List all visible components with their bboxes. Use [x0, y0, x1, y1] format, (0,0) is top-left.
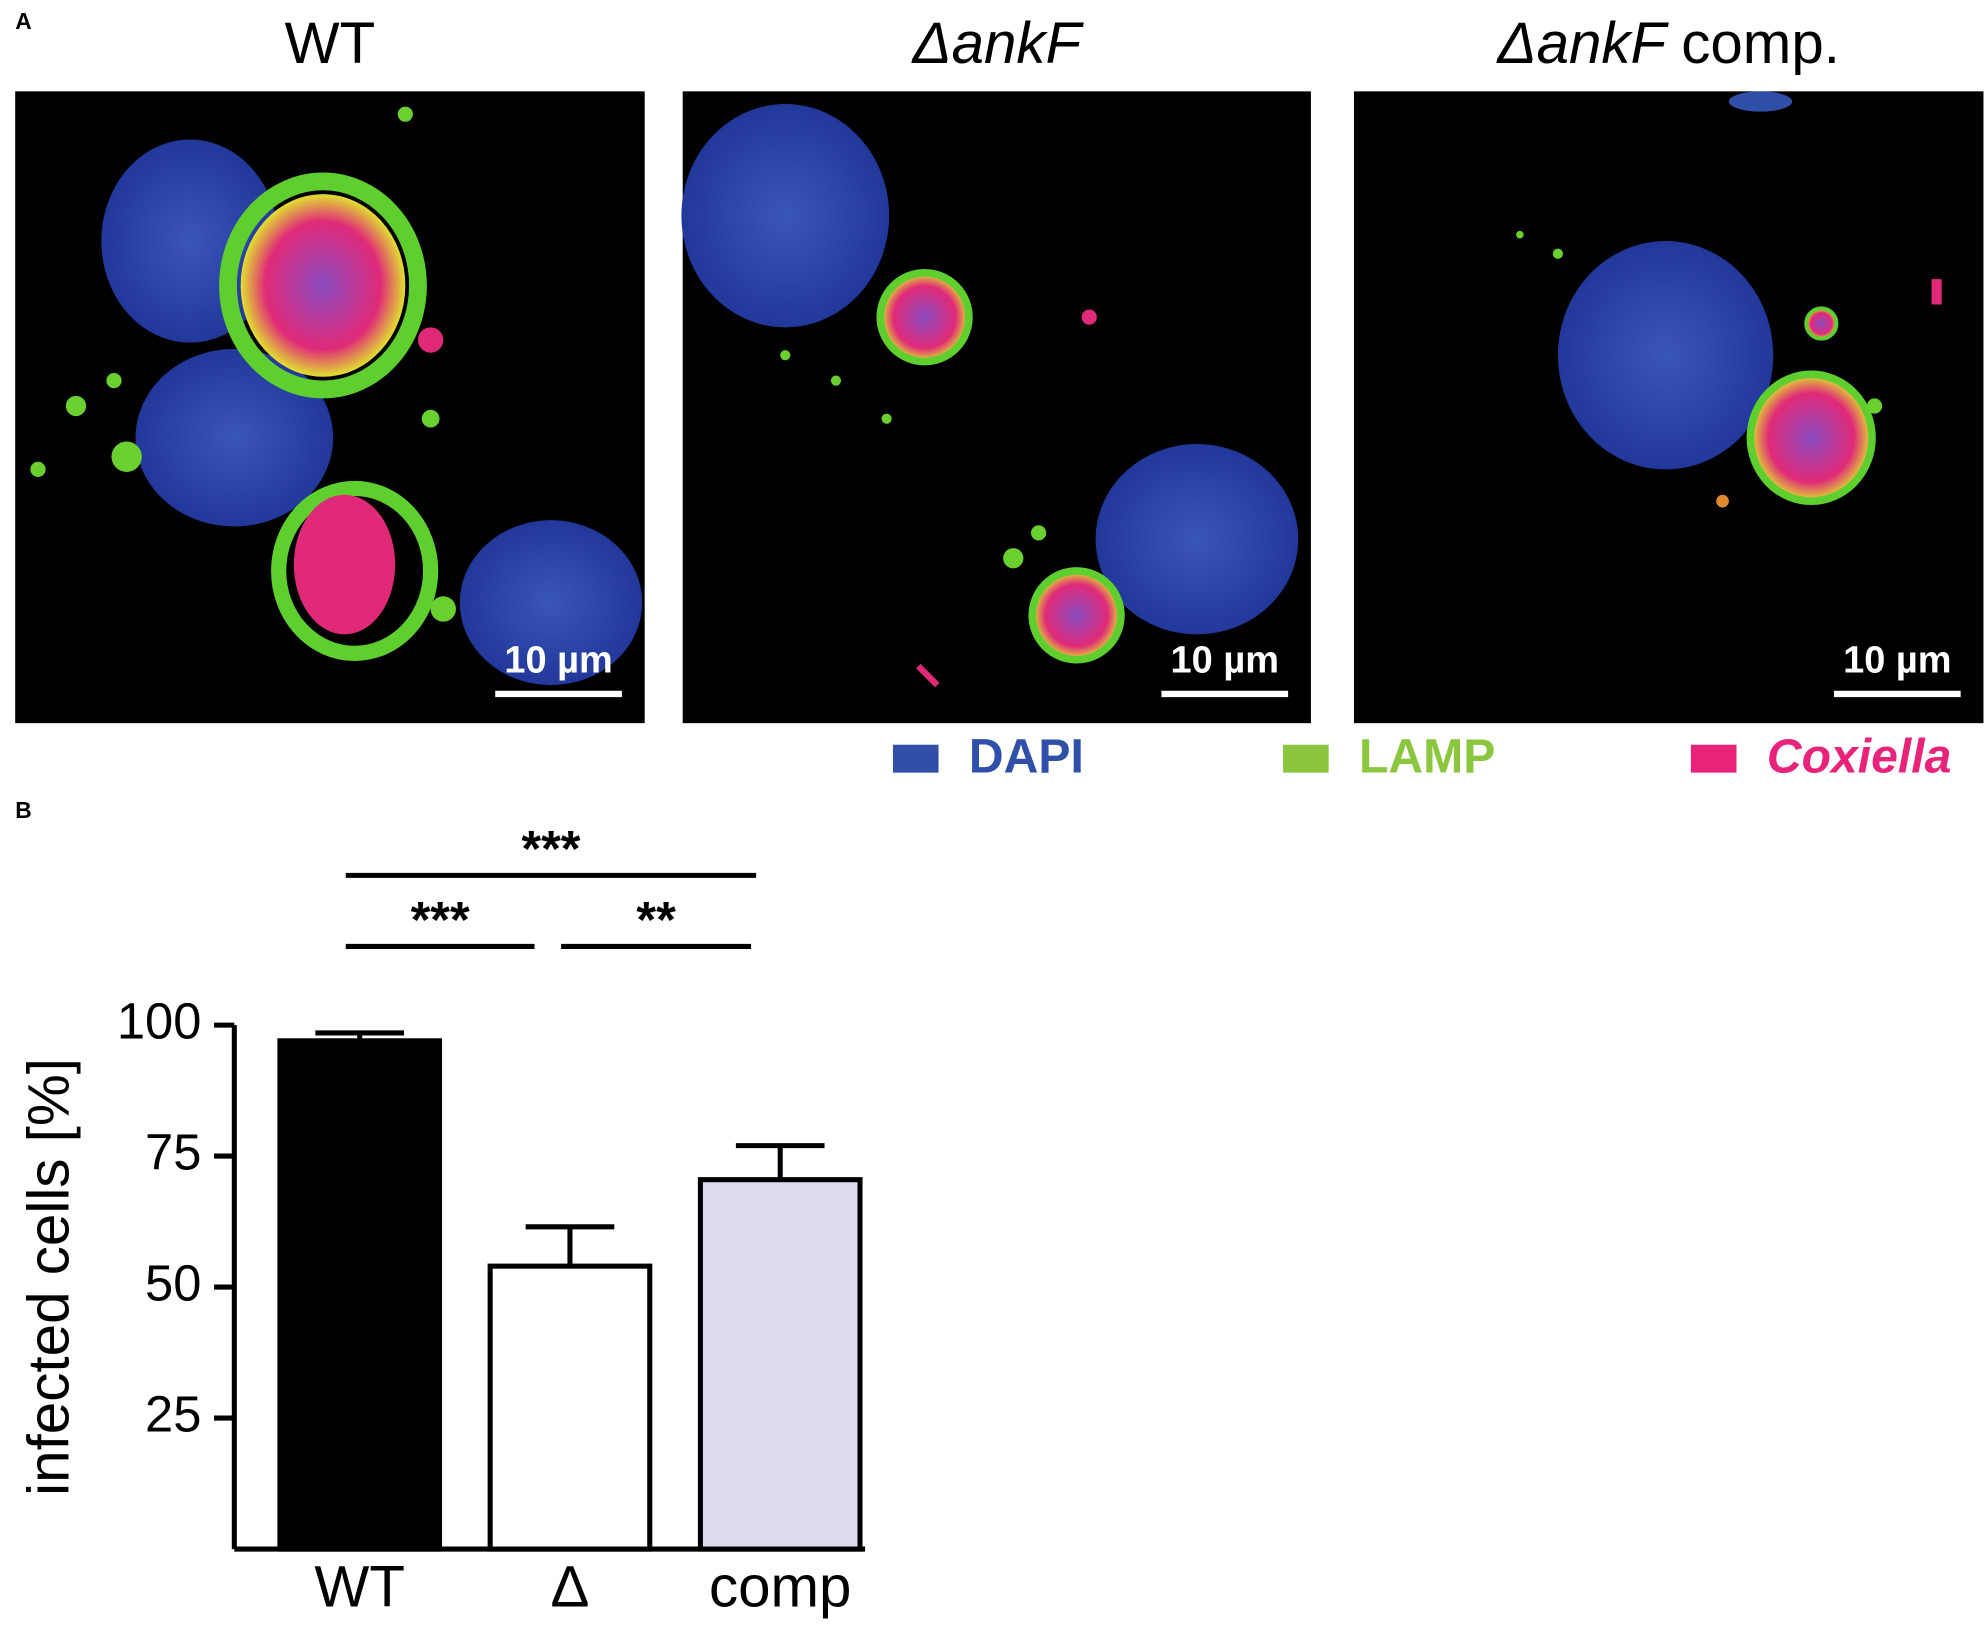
micrograph — [681, 91, 1311, 724]
y-tick-label: 100 — [117, 992, 202, 1049]
bar — [487, 1263, 653, 1552]
legend-swatch — [892, 744, 939, 773]
micrograph — [1353, 91, 1984, 724]
micrograph — [15, 91, 645, 724]
image-title: ΔankF comp. — [1496, 12, 1840, 77]
image-title-main: WT — [285, 12, 376, 77]
bar — [697, 1177, 863, 1552]
x-tick-label: comp — [709, 1554, 851, 1619]
legend-label: LAMP — [1359, 730, 1495, 784]
legend-label: Coxiella — [1767, 730, 1952, 784]
scale-bar-label: 10 µm — [1843, 639, 1951, 681]
x-tick-label: WT — [314, 1554, 405, 1619]
panel-label: A — [15, 8, 31, 34]
significance-label: *** — [521, 820, 580, 877]
bar — [277, 1038, 443, 1552]
legend-swatch — [1283, 744, 1329, 773]
image-title-main: ΔankF — [911, 12, 1085, 77]
legend-swatch — [1690, 744, 1737, 773]
image-title-suffix: comp. — [1681, 12, 1840, 77]
significance-label: ** — [636, 891, 676, 948]
image-title-main: ΔankF — [1496, 12, 1670, 77]
scale-bar-label: 10 µm — [504, 639, 612, 681]
image-title: WT — [285, 12, 376, 77]
y-tick-label: 50 — [145, 1254, 201, 1311]
y-tick-label: 25 — [145, 1385, 201, 1442]
legend-label: DAPI — [969, 730, 1084, 784]
y-axis-label: infected cells [%] — [17, 1058, 82, 1496]
y-tick-label: 75 — [145, 1123, 201, 1180]
x-tick-label: Δ — [551, 1554, 590, 1619]
significance-label: *** — [411, 891, 470, 948]
panel-label: B — [15, 797, 31, 823]
image-title: ΔankF — [911, 12, 1085, 77]
scale-bar-label: 10 µm — [1171, 639, 1279, 681]
